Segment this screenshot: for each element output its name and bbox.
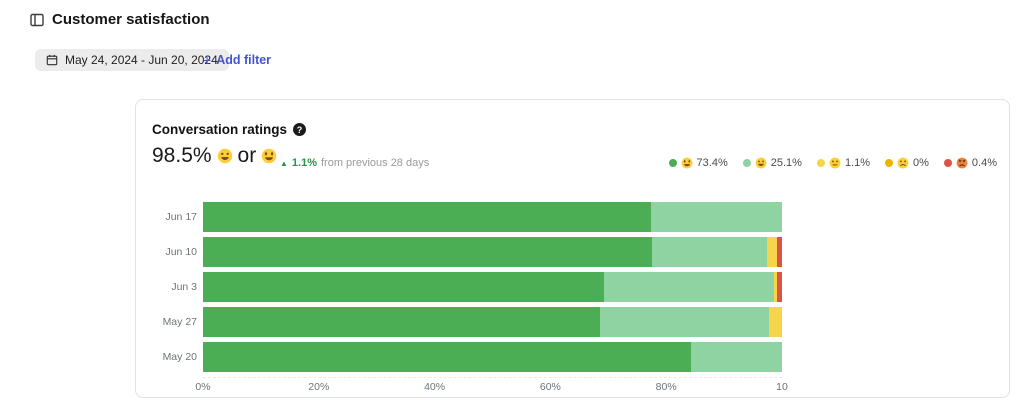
x-axis-tick-label: 20% [308,381,330,393]
legend-percent: 0.4% [971,157,997,169]
angry-emoji-icon [956,157,968,169]
date-range-picker[interactable]: May 24, 2024 - Jun 20, 2024 [35,49,229,71]
bar-segment-terrible [776,237,782,267]
legend-item-neutral: 1.1% [816,157,871,169]
date-range-label: May 24, 2024 - Jun 20, 2024 [65,53,218,67]
bar-segment-amazing [203,272,604,302]
bar-track [203,237,782,267]
bar-track [203,307,782,337]
card-title-row: Conversation ratings ? [152,122,307,137]
bar-track [203,202,782,232]
chart-legend: 73.4% 25.1% 1.1% 0% 0.4% [668,157,997,169]
legend-item-grin: 25.1% [742,157,802,169]
rating-headline: 98.5% or [152,144,277,168]
card-title: Conversation ratings [152,122,288,137]
legend-item-star-struck: 73.4% [668,157,728,169]
chart-row: Jun 3 [152,272,782,302]
legend-item-frown: 0% [885,157,929,169]
bar-segment-terrible [776,272,782,302]
legend-color-dot [885,159,894,167]
chart-row: Jun 17 [152,202,782,232]
neutral-emoji-icon [829,157,841,169]
x-axis-tick-label: 10 [776,381,788,393]
bar-segment-ok [773,272,777,302]
chart-row: May 27 [152,307,782,337]
trend-indicator: ▲ 1.1% from previous 28 days [280,157,429,169]
x-axis-tick-label: 80% [655,381,677,393]
help-icon[interactable]: ? [293,123,307,136]
bar-segment-amazing [203,202,652,232]
category-label: Jun 17 [165,211,197,223]
add-filter-label: Add filter [216,53,272,67]
rating-percent: 98.5% [152,144,212,167]
category-label: Jun 10 [165,246,197,258]
bar-segment-great [691,342,782,372]
x-axis-tick-label: 0% [195,381,211,393]
legend-percent: 1.1% [844,157,871,169]
star-struck-emoji-icon [261,148,277,164]
bar-segment-amazing [203,237,653,267]
category-label: Jun 3 [171,281,197,293]
bar-segment-great [600,307,770,337]
star-struck-emoji-icon [681,157,693,169]
trend-up-arrow-icon: ▲ [280,158,288,168]
bar-segment-great [651,202,782,232]
add-filter-button[interactable]: + Add filter [203,49,271,71]
bar-track [203,342,782,372]
category-label: May 27 [162,316,197,328]
stacked-bar-chart: Jun 17 Jun 10 Jun 3 May 27 May 20 0% 20% 40% 60%… [152,202,788,394]
bar-segment-ok [766,237,777,267]
bar-segment-amazing [203,342,692,372]
plus-icon: + [203,52,212,68]
x-axis-tick-label: 40% [424,381,446,393]
bar-track [203,272,782,302]
grin-emoji-icon [217,148,233,164]
conversation-ratings-card: Conversation ratings ? 98.5% or ▲ 1.1% f… [135,99,1010,398]
legend-color-dot [943,159,952,167]
bar-segment-great [603,272,774,302]
trend-delta: 1.1% [291,157,317,169]
x-axis: 0% 20% 40% 60% 80% 10 [195,377,788,394]
bar-segment-ok [769,307,782,337]
calendar-icon [46,54,58,66]
legend-percent: 25.1% [770,157,802,169]
grin-emoji-icon [755,157,767,169]
trend-suffix: from previous 28 days [321,157,430,169]
bar-segment-amazing [203,307,601,337]
x-axis-tick-label: 60% [539,381,561,393]
sidebar-layout-icon[interactable] [30,13,44,27]
chart-row: May 20 [152,342,782,372]
legend-percent: 73.4% [696,157,728,169]
page-title: Customer satisfaction [52,11,210,28]
chart-row: Jun 10 [152,237,782,267]
legend-item-angry: 0.4% [943,157,997,169]
legend-color-dot [816,159,825,167]
frown-emoji-icon [897,157,909,169]
legend-color-dot [742,159,751,167]
legend-percent: 0% [913,157,929,169]
legend-color-dot [668,159,677,167]
bar-segment-great [652,237,767,267]
headline-conjunction: or [237,144,257,167]
category-label: May 20 [162,351,197,363]
